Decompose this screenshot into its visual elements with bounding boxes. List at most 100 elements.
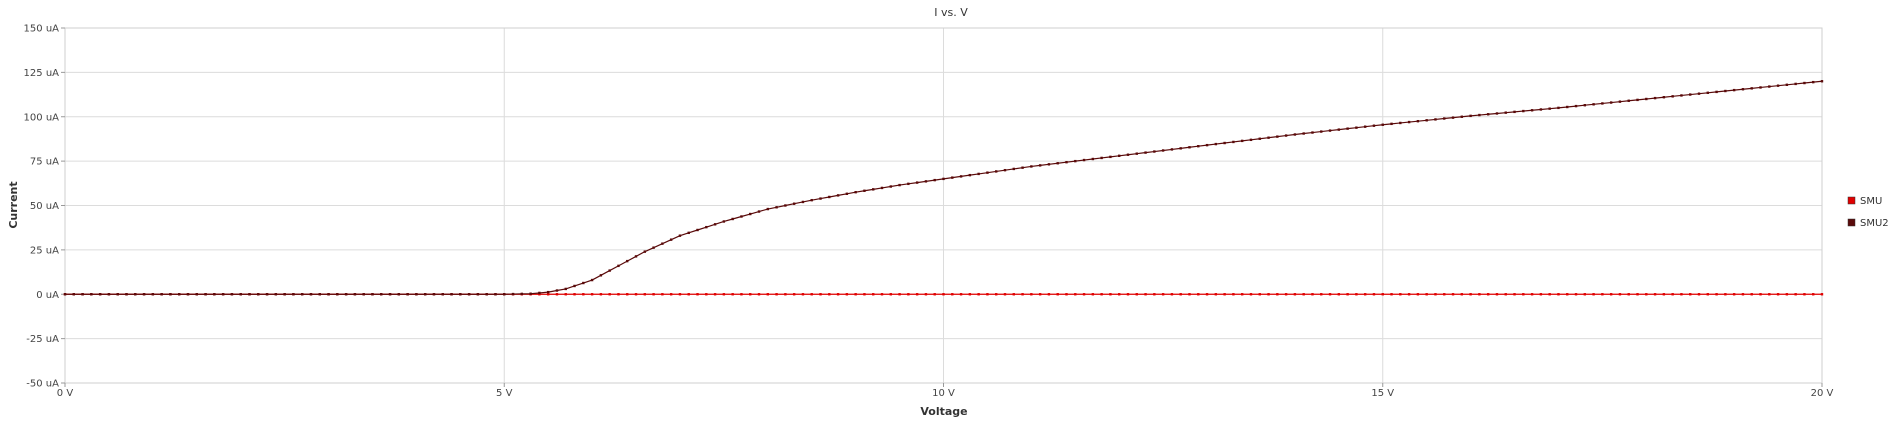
data-point-smu2 bbox=[388, 293, 392, 296]
data-point-smu bbox=[1574, 293, 1578, 296]
data-point-smu2 bbox=[1381, 123, 1384, 126]
data-point-smu2 bbox=[485, 293, 488, 296]
data-point-smu bbox=[1812, 293, 1815, 296]
data-point-smu bbox=[1513, 293, 1516, 296]
data-point-smu2 bbox=[1425, 119, 1428, 122]
data-point-smu2 bbox=[1443, 117, 1446, 120]
data-point-smu bbox=[1284, 293, 1288, 296]
data-point-smu2 bbox=[1302, 132, 1305, 135]
data-point-smu bbox=[880, 293, 884, 296]
data-point-smu bbox=[766, 293, 769, 296]
data-point-smu bbox=[1161, 293, 1165, 296]
data-point-smu bbox=[836, 293, 840, 296]
data-point-smu bbox=[977, 293, 980, 296]
data-point-smu2 bbox=[239, 293, 242, 296]
data-point-smu2 bbox=[766, 207, 769, 211]
y-tick-label: 50 uA bbox=[30, 201, 59, 212]
data-point-smu2 bbox=[397, 293, 401, 296]
data-point-smu bbox=[810, 293, 813, 296]
data-point-smu2 bbox=[775, 206, 778, 209]
data-point-smu2 bbox=[186, 293, 190, 296]
data-point-smu bbox=[1012, 293, 1015, 296]
legend-label: SMU bbox=[1860, 196, 1882, 207]
y-tick-label: 125 uA bbox=[24, 68, 60, 79]
data-point-smu2 bbox=[898, 183, 901, 187]
data-point-smu bbox=[678, 293, 682, 296]
data-point-smu2 bbox=[1671, 95, 1674, 98]
data-point-smu bbox=[731, 293, 734, 296]
data-point-smu2 bbox=[1645, 97, 1648, 101]
data-point-smu bbox=[1680, 293, 1683, 296]
data-point-smu bbox=[1469, 293, 1472, 296]
data-point-smu2 bbox=[301, 293, 304, 296]
legend-label: SMU2 bbox=[1860, 218, 1889, 229]
data-point-smu bbox=[652, 293, 655, 296]
data-point-smu bbox=[1355, 293, 1358, 296]
data-point-smu2 bbox=[608, 269, 611, 272]
data-point-smu bbox=[1416, 293, 1420, 296]
data-point-smu2 bbox=[977, 172, 980, 176]
data-point-smu2 bbox=[986, 171, 989, 174]
data-point-smu2 bbox=[1680, 94, 1683, 97]
data-point-smu bbox=[1082, 293, 1086, 296]
data-point-smu2 bbox=[81, 293, 84, 296]
data-point-smu bbox=[1109, 293, 1112, 296]
data-point-smu bbox=[1372, 293, 1376, 296]
data-point-smu2 bbox=[406, 293, 409, 296]
data-point-smu2 bbox=[1574, 104, 1578, 108]
data-point-smu2 bbox=[1091, 157, 1095, 161]
data-point-smu2 bbox=[555, 289, 559, 292]
data-point-smu2 bbox=[1697, 92, 1701, 95]
data-point-smu bbox=[546, 293, 550, 296]
data-point-smu bbox=[1566, 293, 1569, 296]
data-point-smu2 bbox=[1074, 159, 1077, 163]
data-point-smu2 bbox=[731, 217, 734, 221]
data-point-smu bbox=[828, 293, 831, 296]
data-point-smu bbox=[1337, 293, 1341, 296]
data-point-smu bbox=[1302, 293, 1305, 296]
data-point-smu2 bbox=[942, 177, 945, 181]
data-point-smu2 bbox=[134, 293, 137, 296]
data-point-smu2 bbox=[1530, 109, 1534, 112]
data-point-smu bbox=[1223, 293, 1226, 296]
data-point-smu2 bbox=[889, 185, 892, 188]
data-point-smu2 bbox=[1451, 116, 1455, 119]
y-tick-label: 100 uA bbox=[24, 112, 60, 123]
data-point-smu bbox=[1662, 293, 1666, 296]
data-point-smu2 bbox=[643, 250, 647, 253]
data-point-smu bbox=[1820, 293, 1824, 296]
data-point-smu bbox=[968, 293, 972, 296]
data-point-smu2 bbox=[687, 231, 690, 235]
data-point-smu2 bbox=[1311, 131, 1314, 134]
data-point-smu2 bbox=[336, 293, 339, 296]
data-point-smu2 bbox=[72, 293, 75, 296]
data-point-smu2 bbox=[1803, 81, 1806, 85]
data-point-smu2 bbox=[792, 202, 796, 205]
y-tick-label: -50 uA bbox=[26, 379, 59, 390]
data-point-smu bbox=[1539, 293, 1543, 296]
data-point-smu2 bbox=[626, 259, 629, 263]
data-point-smu bbox=[599, 293, 603, 296]
data-point-smu2 bbox=[564, 287, 567, 291]
data-point-smu2 bbox=[529, 292, 532, 295]
data-point-smu bbox=[1636, 293, 1639, 296]
data-point-smu bbox=[1653, 293, 1657, 296]
data-point-smu2 bbox=[344, 293, 348, 296]
data-point-smu2 bbox=[705, 225, 708, 229]
data-point-smu2 bbox=[617, 264, 620, 268]
data-point-smu bbox=[687, 293, 690, 296]
data-point-smu bbox=[1065, 293, 1068, 296]
data-point-smu2 bbox=[467, 293, 471, 296]
data-point-smu bbox=[951, 293, 954, 296]
data-point-smu bbox=[1627, 293, 1630, 296]
y-tick-label: 75 uA bbox=[30, 157, 59, 168]
data-point-smu2 bbox=[1759, 86, 1762, 89]
data-point-smu2 bbox=[1399, 121, 1402, 125]
x-tick-label: 5 V bbox=[496, 388, 513, 399]
data-point-smu bbox=[1504, 293, 1507, 296]
data-point-smu bbox=[1425, 293, 1428, 296]
data-point-smu2 bbox=[1038, 164, 1042, 167]
data-point-smu2 bbox=[230, 293, 234, 296]
data-point-smu2 bbox=[1812, 80, 1815, 84]
data-point-smu bbox=[538, 293, 541, 296]
